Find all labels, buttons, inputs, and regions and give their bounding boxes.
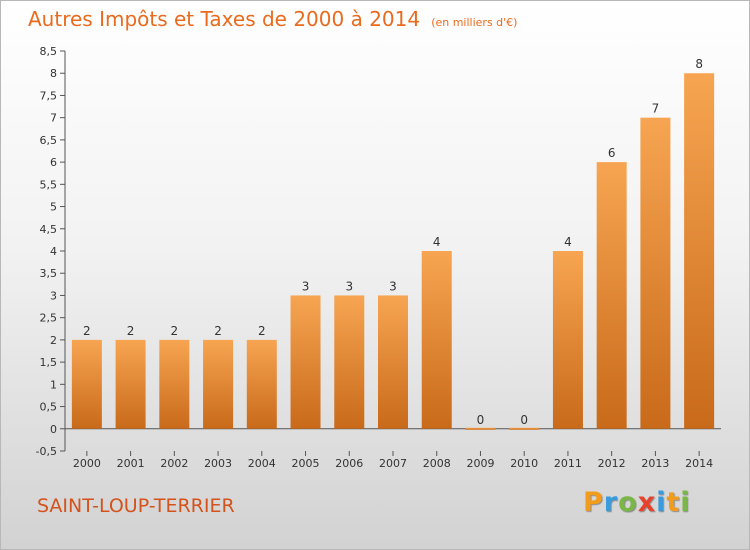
y-tick-label: 5,5 xyxy=(40,178,58,191)
data-label: 7 xyxy=(652,102,660,116)
bar xyxy=(596,162,627,429)
x-tick-label: 2012 xyxy=(598,457,626,470)
y-tick-label: 3 xyxy=(50,289,57,302)
brand-letter: o xyxy=(618,487,638,518)
data-label: 2 xyxy=(214,324,222,338)
x-tick-label: 2009 xyxy=(466,457,494,470)
data-label: 3 xyxy=(345,279,353,293)
y-tick-label: 8,5 xyxy=(40,45,58,58)
data-label: 3 xyxy=(389,279,397,293)
bar xyxy=(115,339,146,429)
brand-letter: x xyxy=(637,487,657,518)
data-label: 2 xyxy=(83,324,91,338)
data-label: 2 xyxy=(127,324,135,338)
data-label: 0 xyxy=(477,413,485,427)
bar xyxy=(509,427,540,430)
chart-bars xyxy=(71,73,715,430)
data-label: 4 xyxy=(564,235,572,249)
chart-data-labels: 2 2 2 2 2 3 3 3 4 0 0 4 6 7 8 xyxy=(83,57,703,427)
bar xyxy=(378,295,408,429)
y-tick-label: 3,5 xyxy=(40,267,58,280)
chart-title-unit: (en milliers d'€) xyxy=(431,16,518,29)
x-tick-label: 2006 xyxy=(335,457,363,470)
y-tick-label: 6 xyxy=(50,156,57,169)
data-label: 3 xyxy=(302,279,310,293)
bar xyxy=(159,339,190,429)
chart-axes: -0,5 0 0,5 1 1,5 2 2,5 3 3,5 4 4,5 5 5,5 6 6,5 7 7,5 8 8,5… xyxy=(36,45,721,470)
x-tick-label: 2000 xyxy=(73,457,101,470)
brand-letter: P xyxy=(583,487,604,518)
bar xyxy=(552,251,583,429)
data-label: 4 xyxy=(433,235,441,249)
y-tick-label: 0 xyxy=(50,423,57,436)
bar xyxy=(71,339,102,429)
y-tick-label: 0,5 xyxy=(40,401,58,414)
x-tick-label: 2003 xyxy=(204,457,232,470)
y-tick-label: 2,5 xyxy=(40,312,58,325)
x-tick-label: 2004 xyxy=(248,457,276,470)
place-name: SAINT-LOUP-TERRIER xyxy=(37,495,235,517)
data-label: 2 xyxy=(258,324,266,338)
y-tick-label: 5 xyxy=(50,201,57,214)
chart-title-main: Autres Impôts et Taxes de 2000 à 2014 xyxy=(28,7,421,31)
x-tick-label: 2007 xyxy=(379,457,407,470)
brand-letter: i xyxy=(680,487,691,518)
bar xyxy=(203,339,234,429)
y-tick-label: 1,5 xyxy=(40,356,58,369)
y-tick-label: 8 xyxy=(50,67,57,80)
x-tick-label: 2001 xyxy=(117,457,145,470)
bar xyxy=(290,295,321,429)
data-label: 0 xyxy=(520,413,528,427)
data-label: 2 xyxy=(171,324,179,338)
chart-title: Autres Impôts et Taxes de 2000 à 2014 (e… xyxy=(28,7,517,31)
x-tick-label: 2002 xyxy=(160,457,188,470)
bar xyxy=(465,427,496,430)
x-tick-label: 2013 xyxy=(641,457,669,470)
bar xyxy=(640,117,671,429)
x-tick-label: 2014 xyxy=(685,457,713,470)
y-tick-label: 7,5 xyxy=(40,89,58,102)
brand-letter: r xyxy=(603,487,619,518)
bar xyxy=(684,73,715,429)
brand-letter: t xyxy=(666,487,681,518)
data-label: 6 xyxy=(608,146,616,160)
x-tick-label: 2005 xyxy=(292,457,320,470)
bar xyxy=(334,295,365,429)
y-tick-label: -0,5 xyxy=(36,445,57,458)
brand-letter: i xyxy=(656,487,667,518)
y-tick-label: 1 xyxy=(50,378,57,391)
x-tick-label: 2008 xyxy=(423,457,451,470)
brand-logo[interactable]: Proxiti xyxy=(583,487,691,518)
y-tick-label: 7 xyxy=(50,112,57,125)
y-tick-label: 2 xyxy=(50,334,57,347)
bar xyxy=(246,339,277,429)
y-tick-label: 6,5 xyxy=(40,134,58,147)
x-tick-label: 2011 xyxy=(554,457,582,470)
y-tick-label: 4 xyxy=(50,245,57,258)
x-tick-label: 2010 xyxy=(510,457,538,470)
data-label: 8 xyxy=(695,57,703,71)
bar xyxy=(421,251,452,429)
y-tick-label: 4,5 xyxy=(40,223,58,236)
